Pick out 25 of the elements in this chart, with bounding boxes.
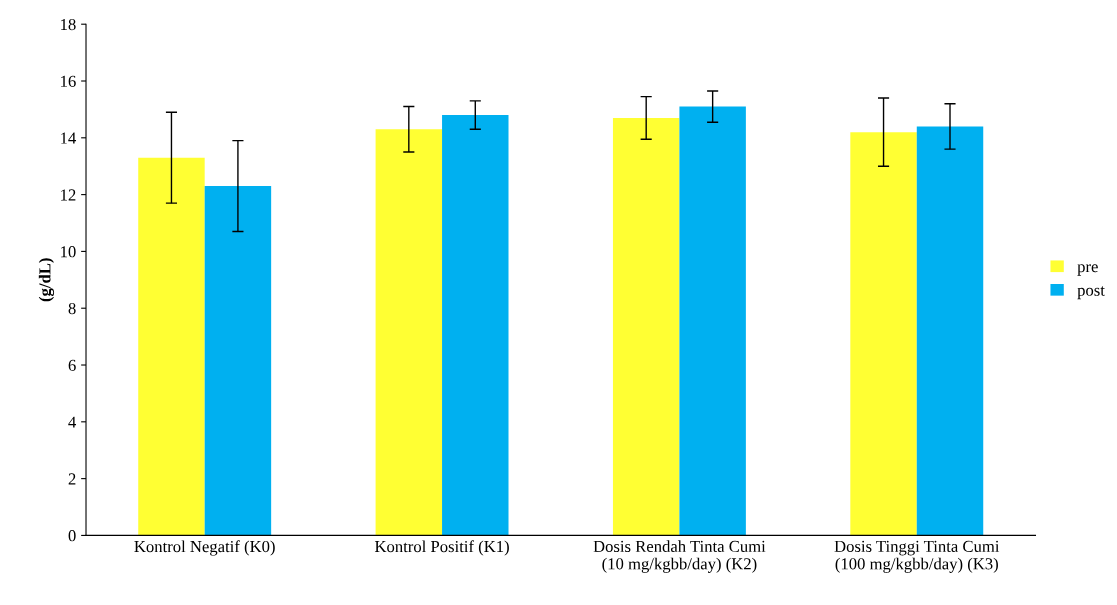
bar — [442, 115, 509, 536]
legend-label: pre — [1077, 264, 1098, 276]
y-tick-label: 2 — [68, 473, 76, 485]
bar — [679, 106, 746, 536]
y-tick-label: 12 — [61, 189, 76, 201]
legend-label: post — [1077, 286, 1105, 300]
x-tick-label: Kontrol Positif (K1) — [374, 540, 509, 556]
bar — [850, 132, 917, 536]
y-tick-label: 14 — [61, 132, 77, 144]
bar — [375, 129, 443, 536]
y-tick-label: 18 — [61, 18, 76, 31]
x-tick-label: Dosis Rendah Tinta Cumi (10 mg/kgbb/day) (K2) — [593, 540, 766, 573]
x-tick-label: Kontrol Negatif (K0) — [134, 540, 275, 556]
y-tick-label: 16 — [61, 75, 76, 87]
y-tick-label: 6 — [68, 359, 76, 371]
bar — [138, 157, 205, 536]
x-tick-label: Dosis Tinggi Tinta Cumi (100 mg/kgbb/day) (K3) — [834, 540, 1000, 573]
y-tick-label: 10 — [61, 246, 76, 258]
bar — [916, 126, 984, 536]
y-tick-label: 0 — [68, 530, 76, 542]
y-axis-title: (g/dL) — [38, 258, 55, 302]
y-tick-label: 4 — [68, 416, 77, 428]
bar — [204, 186, 272, 536]
y-tick-label: 8 — [68, 302, 76, 315]
bar — [612, 117, 680, 536]
